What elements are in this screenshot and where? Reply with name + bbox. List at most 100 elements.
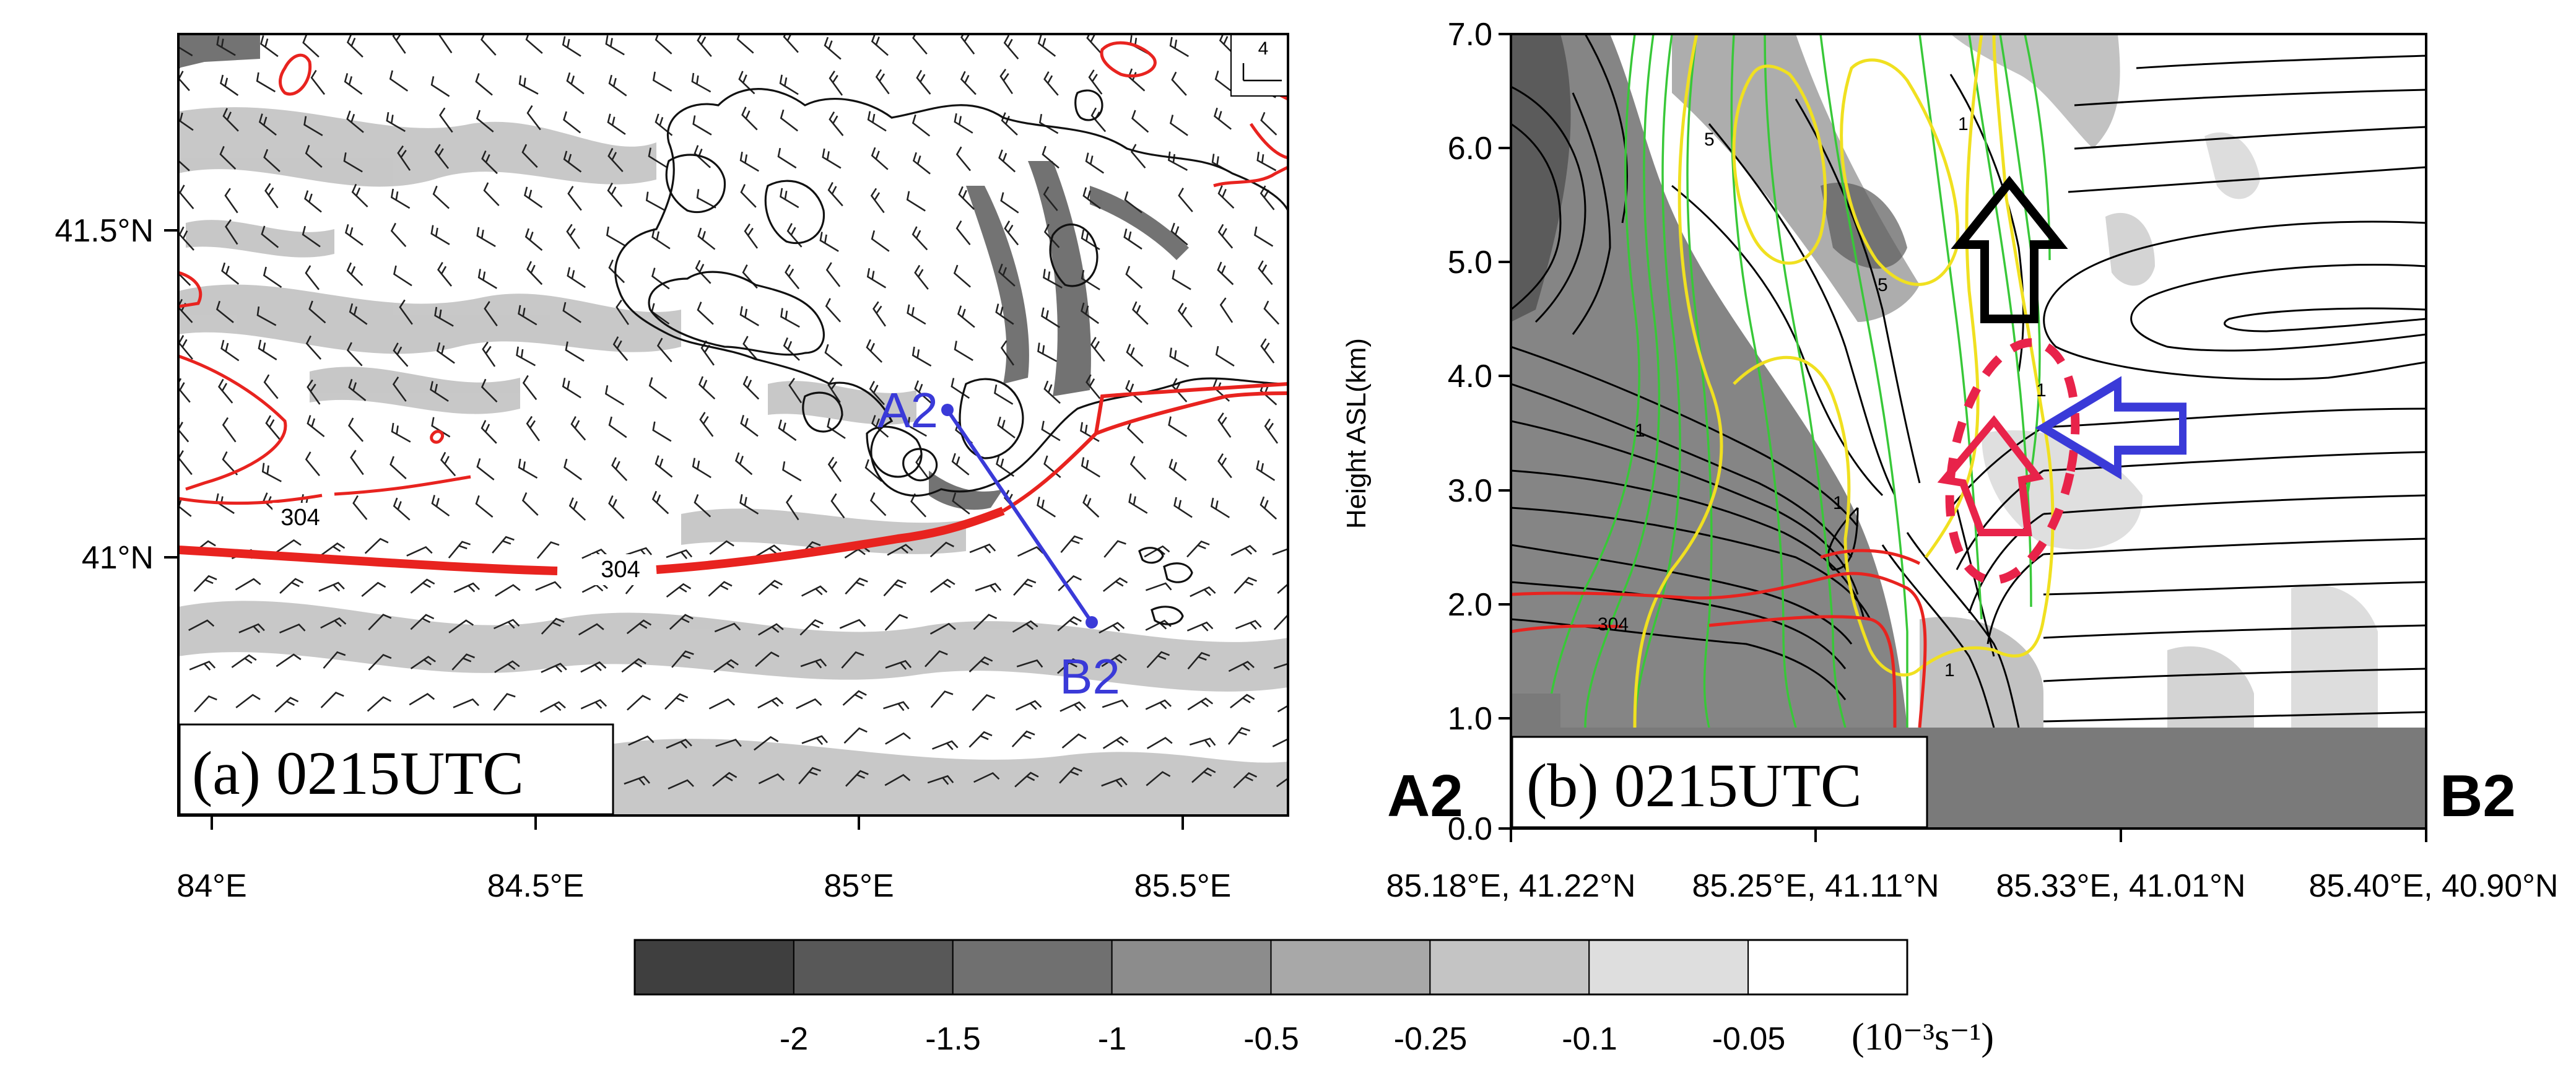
contour-label-304-b: 304 [601,557,640,583]
panel-b-end-b2: B2 [2440,763,2516,829]
wind-barb [742,336,758,360]
wind-barb [694,494,711,518]
wind-barb [968,656,993,672]
wind-barb [484,301,498,326]
wind-barb [231,654,257,668]
panel-a-wind-barbs [178,34,1288,789]
wind-barb [1102,699,1129,708]
wind-barb [1016,659,1043,668]
wind-barb [907,304,926,325]
wind-barb [1263,300,1280,325]
wind-barb [972,694,996,711]
wind-barb [1217,261,1234,285]
wind-barb [1125,266,1143,289]
wind-barb [914,264,929,290]
wind-barb [825,262,841,287]
wind-barb [178,262,191,286]
wind-barb [740,415,759,437]
panel-b-label-304: 304 [1598,614,1629,635]
wind-barb [516,346,536,367]
wind-barb [822,148,842,169]
wind-barb [256,306,277,326]
wind-barb [541,617,565,635]
wind-barb [1277,705,1288,713]
wind-barb [1273,663,1288,669]
wind-barb [742,376,760,400]
wind-barb [999,68,1013,95]
inflow-arrow [2035,376,2187,480]
wind-barb [346,262,363,286]
wind-barb [1037,342,1058,362]
wind-barb [304,190,322,213]
wind-barb [518,458,538,479]
wind-barb [562,378,581,399]
wind-barb [310,69,326,95]
wind-barb [998,149,1016,173]
wind-barb [481,378,498,403]
wind-barb [564,458,582,481]
wind-barb [1260,111,1277,136]
wind-barb [1168,416,1188,437]
wind-barb [715,738,742,747]
reference-vector: 4 [1230,33,1289,97]
wind-barb [1016,700,1042,711]
wind-barb [386,111,406,133]
wind-barb [1273,613,1288,630]
wind-barb [189,661,216,671]
wind-barb [566,72,585,95]
wind-barb [740,184,757,208]
colorbar-swatch [1111,939,1272,995]
wind-barb [739,306,759,326]
wind-barb [1227,727,1251,745]
wind-barb [739,151,759,172]
wind-barb [410,614,435,630]
wind-barb [697,302,714,325]
wind-barb [222,108,239,132]
wind-barb [1213,107,1232,130]
wind-barb [799,619,824,636]
wind-barb [708,698,735,710]
wind-barb [1041,420,1061,441]
wind-barb [1235,620,1262,630]
wind-barb [1101,777,1128,788]
wind-barb [1169,37,1189,58]
wind-barb [1132,301,1149,325]
wind-barb [958,186,975,211]
wind-barb [698,376,716,400]
wind-barb [845,577,868,595]
wind-barb [648,147,668,168]
wind-barb [621,658,646,673]
wind-barb [475,73,493,96]
wind-barb [178,46,193,57]
wind-barb [1187,651,1211,670]
wind-barb [1057,658,1082,674]
wind-barb [712,772,738,787]
wind-barb [1013,578,1037,596]
wind-barb [1217,412,1232,438]
wind-barb [607,113,626,135]
colorbar-swatch [793,939,954,995]
colorbar-tick-2: -1.5 [925,1021,981,1057]
wind-barb [755,651,780,668]
wind-barb [611,457,628,481]
panel-b-yellow-contours [1633,34,2055,728]
wind-barb [1178,188,1193,212]
wind-barb [829,111,844,136]
wind-barb [1131,110,1149,133]
wind-barb [215,300,234,323]
wind-barb [1186,540,1210,558]
wind-barb [1043,380,1061,404]
wind-barb [525,34,543,54]
wind-barb [608,495,625,520]
wind-barb [305,145,323,168]
panel-b-ytick-6: 6.0 [1448,131,1492,167]
wind-barb [263,266,282,288]
wind-barb [929,541,954,558]
wind-barb [955,146,972,172]
wind-barb [669,614,694,630]
wind-barb [960,34,975,54]
wind-barb [994,384,1014,405]
wind-barb [616,299,629,325]
wind-barb [178,226,194,251]
